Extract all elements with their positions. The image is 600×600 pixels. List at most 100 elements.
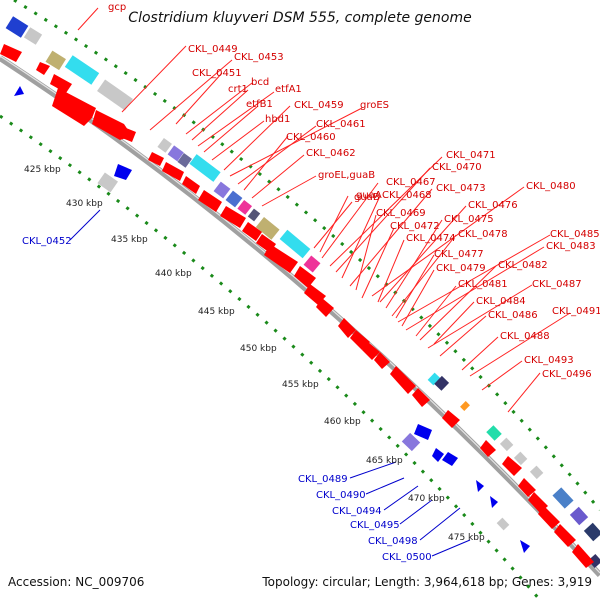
reverse-gene-labels: CKL_0452 CKL_0489 CKL_0490 CKL_0494 CKL_… bbox=[22, 236, 432, 563]
gene-label: CKL_0478 bbox=[458, 229, 508, 240]
gene-arrow bbox=[390, 366, 416, 394]
gene-arrow bbox=[490, 496, 498, 508]
genome-summary-text: Topology: circular; Length: 3,964,618 bp… bbox=[261, 575, 592, 589]
kbp-label: 465 kbp bbox=[366, 456, 403, 466]
gene-label: etfB1 bbox=[246, 99, 273, 110]
gene-arrow bbox=[162, 162, 184, 181]
gene-label: CKL_0485 bbox=[550, 229, 600, 240]
gene-arrow bbox=[554, 524, 576, 547]
gene-label: guaB bbox=[354, 192, 380, 203]
gene-arrow bbox=[122, 128, 136, 142]
gene-arrow bbox=[148, 152, 164, 166]
gene-block bbox=[64, 55, 100, 85]
gene-arrow bbox=[572, 544, 594, 568]
gene-block bbox=[225, 190, 243, 208]
gene-label: groEL,guaB bbox=[318, 170, 375, 181]
gene-arrow bbox=[350, 330, 370, 350]
gene-arrow bbox=[14, 86, 24, 96]
gene-label: CKL_0473 bbox=[436, 183, 486, 194]
gene-label: CKL_0476 bbox=[468, 200, 518, 211]
kbp-label: 470 kbp bbox=[408, 494, 445, 504]
gene-block bbox=[97, 172, 118, 193]
gene-block bbox=[247, 208, 261, 222]
gene-label: hbd1 bbox=[265, 114, 290, 125]
gene-label: CKL_0494 bbox=[332, 506, 382, 517]
gene-label: CKL_0486 bbox=[488, 310, 538, 321]
kbp-label: 445 kbp bbox=[198, 307, 235, 317]
gene-arrow bbox=[242, 222, 262, 241]
gene-arrow bbox=[476, 480, 484, 492]
kbp-label: 450 kbp bbox=[240, 344, 277, 354]
gene-arrow bbox=[414, 424, 432, 440]
gene-label: CKL_0489 bbox=[298, 474, 348, 485]
gene-label: CKL_0481 bbox=[458, 279, 508, 290]
gene-arrow bbox=[518, 478, 536, 497]
gene-block bbox=[177, 153, 192, 168]
gene-block bbox=[23, 27, 43, 45]
kbp-labels: 425 kbp 430 kbp 435 kbp 440 kbp 445 kbp … bbox=[24, 165, 485, 543]
gene-label: CKL_0459 bbox=[294, 100, 344, 111]
map-title: Clostridium kluyveri DSM 555, complete g… bbox=[128, 10, 471, 26]
gene-arrow bbox=[92, 110, 132, 140]
gene-label: gcp bbox=[108, 2, 126, 13]
gene-arrow bbox=[294, 266, 316, 288]
gene-label: CKL_0487 bbox=[532, 279, 582, 290]
gene-label: CKL_0483 bbox=[546, 241, 596, 252]
gene-arrow bbox=[36, 62, 50, 75]
gene-label: CKL_0467 bbox=[386, 177, 436, 188]
accession-text: Accession: NC_009706 bbox=[8, 575, 144, 589]
gene-label: CKL_0475 bbox=[444, 214, 494, 225]
gene-block bbox=[496, 517, 510, 531]
gene-arrow bbox=[220, 206, 246, 228]
inner-dot-ring bbox=[0, 114, 542, 600]
gene-arrow bbox=[362, 342, 380, 360]
kbp-label: 460 kbp bbox=[324, 417, 361, 427]
gene-arrow bbox=[432, 448, 444, 462]
gene-label: CKL_0452 bbox=[22, 236, 72, 247]
gene-block bbox=[552, 487, 574, 509]
gene-block bbox=[513, 451, 528, 466]
gene-arrow bbox=[442, 452, 458, 466]
gene-label: guaA bbox=[356, 190, 382, 201]
kbp-label: 425 kbp bbox=[24, 165, 61, 175]
gene-label: bcd bbox=[251, 77, 269, 88]
reverse-strand-genes bbox=[5, 16, 600, 569]
gene-label: groES bbox=[360, 100, 389, 111]
forward-strand-genes bbox=[0, 44, 594, 568]
kbp-label: 430 kbp bbox=[66, 199, 103, 209]
gene-label: CKL_0482 bbox=[498, 260, 548, 271]
gene-arrow bbox=[316, 298, 334, 317]
gene-block bbox=[427, 372, 441, 386]
gene-label: CKL_0470 bbox=[432, 162, 482, 173]
kbp-label: 475 kbp bbox=[448, 533, 485, 543]
gene-arrow bbox=[338, 318, 356, 338]
gene-block bbox=[583, 522, 600, 542]
gene-block bbox=[434, 375, 450, 391]
gene-block bbox=[213, 181, 231, 199]
gene-label: CKL_0479 bbox=[436, 263, 486, 274]
gene-arrow bbox=[442, 410, 460, 428]
gene-label: CKL_0468 bbox=[382, 190, 432, 201]
gene-label: CKL_0500 bbox=[382, 552, 432, 563]
gene-label: CKL_0480 bbox=[526, 181, 576, 192]
gene-label: CKL_0495 bbox=[350, 520, 400, 531]
gene-block bbox=[569, 506, 589, 526]
gene-block bbox=[189, 154, 221, 182]
gene-label: CKL_0490 bbox=[316, 490, 366, 501]
gene-arrow bbox=[480, 440, 496, 457]
outer-dot-ring bbox=[13, 0, 600, 511]
gene-label: CKL_0460 bbox=[286, 132, 336, 143]
gene-label: etfA1 bbox=[275, 84, 302, 95]
gene-label: CKL_0474 bbox=[406, 233, 456, 244]
gene-block bbox=[255, 217, 280, 240]
gene-arrow bbox=[502, 456, 522, 476]
gene-block bbox=[499, 437, 514, 452]
gene-arrow bbox=[198, 190, 222, 212]
gene-label: CKL_0488 bbox=[500, 331, 550, 342]
gene-block bbox=[45, 50, 66, 71]
gene-arrow bbox=[304, 284, 326, 305]
kbp-label: 455 kbp bbox=[282, 380, 319, 390]
gene-label: crt1 bbox=[228, 84, 248, 95]
gene-block bbox=[401, 432, 421, 452]
